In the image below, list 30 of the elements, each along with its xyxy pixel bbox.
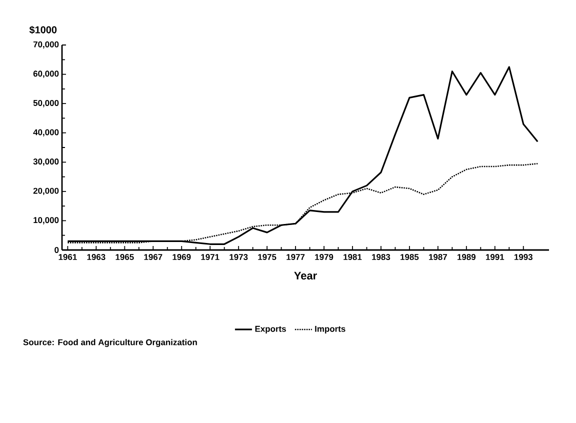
y-tick-label: 30,000 — [33, 158, 59, 166]
y-tick-label: 0 — [54, 247, 59, 253]
y-tick-label: 10,000 — [34, 217, 59, 224]
y-tick-label: 70,000 — [33, 41, 59, 49]
x-tick-label: 1987 — [429, 254, 447, 260]
y-tick-label: 20,000 — [33, 188, 59, 196]
y-tick-label: 50,000 — [33, 100, 59, 108]
x-tick-label: 1973 — [230, 254, 248, 260]
x-axis-title: Year — [294, 272, 317, 280]
x-tick-label: 1991 — [486, 254, 504, 260]
x-tick-label: 1965 — [116, 254, 134, 260]
x-tick-label: 1985 — [400, 254, 419, 260]
x-tick-label: 1967 — [144, 254, 162, 260]
y-tick-label: 40,000 — [33, 129, 59, 136]
x-tick-label: 1979 — [315, 254, 334, 260]
source-note: Source: Food and Agriculture Organization — [23, 339, 197, 347]
x-tick-label: 1961 — [58, 254, 77, 260]
x-tick-label: 1969 — [172, 254, 191, 260]
y-axis-title: $1000 — [29, 26, 57, 34]
x-tick-label: 1989 — [458, 254, 476, 260]
x-tick-label: 1975 — [258, 254, 276, 260]
x-tick-label: 1963 — [87, 254, 106, 260]
legend-label: Imports — [315, 326, 346, 334]
x-tick-label: 1981 — [344, 254, 362, 260]
x-tick-label: 1977 — [286, 254, 305, 260]
x-tick-label: 1993 — [514, 254, 532, 260]
y-tick-label: 60,000 — [33, 70, 59, 78]
legend-label: Exports — [255, 326, 286, 334]
x-tick-label: 1983 — [372, 254, 390, 260]
x-tick-label: 1971 — [201, 254, 220, 260]
